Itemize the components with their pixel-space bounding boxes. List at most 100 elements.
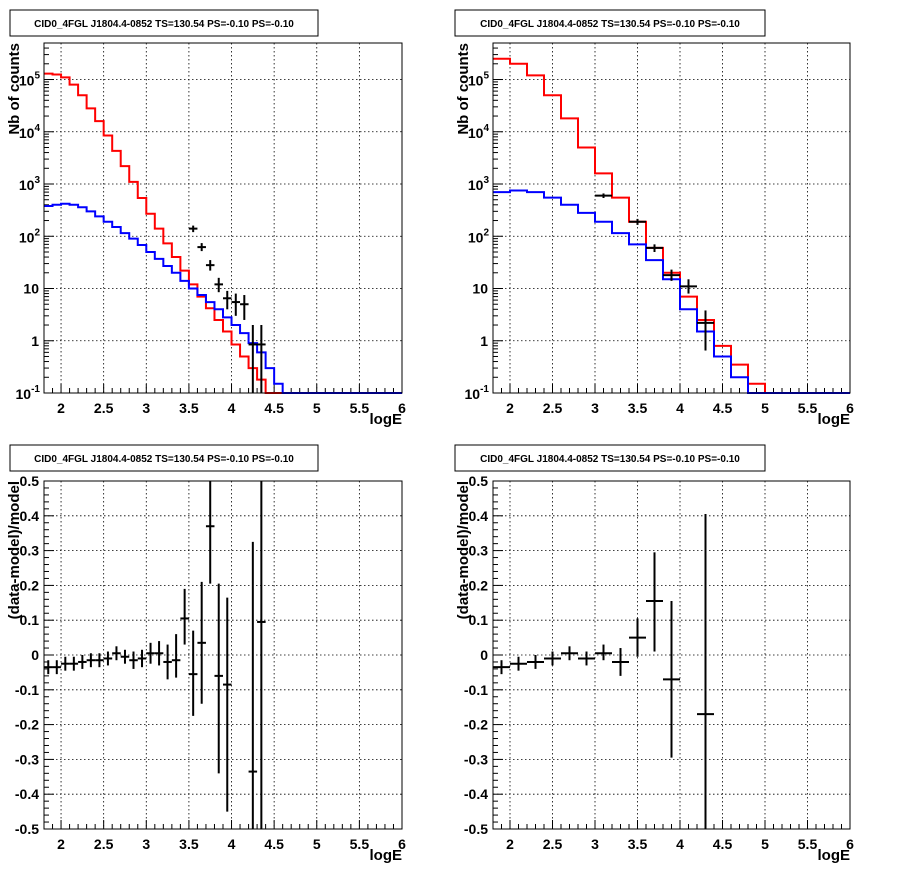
y-tick-label: 105 xyxy=(19,71,41,89)
y-tick-label: -0.5 xyxy=(464,821,488,837)
plot-frame xyxy=(492,42,851,394)
data-point xyxy=(680,279,697,294)
data-point xyxy=(231,293,241,316)
data-point xyxy=(154,641,164,666)
plot-frame xyxy=(43,42,403,394)
x-tick-label: 4 xyxy=(676,400,684,416)
x-tick-label: 2 xyxy=(506,400,514,416)
panel-title-box xyxy=(454,444,766,472)
y-tick-label: 10-1 xyxy=(16,384,41,402)
y-tick-label: 0.5 xyxy=(469,473,489,489)
x-tick-label: 5 xyxy=(761,836,769,852)
panel-title: CID0_4FGL J1804.4-0852 TS=130.54 PS=-0.1… xyxy=(34,454,294,465)
x-tick-label: 3.5 xyxy=(628,400,648,416)
data-point xyxy=(197,581,206,704)
y-tick-label: -0.3 xyxy=(15,751,39,767)
data-point xyxy=(629,618,646,657)
data-point xyxy=(120,649,130,664)
data-point xyxy=(612,648,629,676)
x-tick-label: 2.5 xyxy=(543,836,563,852)
x-tick-label: 4 xyxy=(228,400,236,416)
data-point xyxy=(527,655,544,669)
x-tick-label: 3.5 xyxy=(179,400,199,416)
data-point xyxy=(629,218,646,225)
y-tick-label: 0 xyxy=(480,647,488,663)
histogram-series-1 xyxy=(493,57,850,394)
data-point xyxy=(52,660,62,675)
x-tick-label: 2.5 xyxy=(94,836,114,852)
y-tick-label: -0.4 xyxy=(15,786,39,802)
x-tick-label: 3 xyxy=(591,836,599,852)
data-point xyxy=(223,597,232,812)
y-tick-label: 10 xyxy=(23,281,39,297)
data-point xyxy=(129,651,138,669)
x-axis-label: logE xyxy=(370,847,403,864)
data-point xyxy=(697,514,714,829)
x-tick-label: 2 xyxy=(57,400,65,416)
data-point xyxy=(86,653,96,668)
panel-title: CID0_4FGL J1804.4-0852 TS=130.54 PS=-0.1… xyxy=(34,19,294,30)
y-axis-label: (data-model)/model xyxy=(455,481,472,619)
data-point xyxy=(197,243,206,252)
x-tick-label: 2 xyxy=(506,836,514,852)
y-tick-label: 10 xyxy=(472,281,488,297)
y-tick-label: 1 xyxy=(480,333,488,349)
data-point xyxy=(248,541,258,829)
data-point xyxy=(112,646,121,661)
y-tick-label: -0.2 xyxy=(464,717,488,733)
x-axis-label: logE xyxy=(818,847,851,864)
y-tick-label: 0.5 xyxy=(20,473,40,489)
x-tick-label: 5.5 xyxy=(798,400,818,416)
x-tick-label: 2 xyxy=(57,836,65,852)
y-tick-label: 105 xyxy=(468,71,490,89)
y-tick-label: -0.1 xyxy=(15,682,39,698)
x-tick-label: 4.5 xyxy=(713,836,733,852)
panel-3: CID0_4FGL J1804.4-0852 TS=130.54 PS=-0.1… xyxy=(6,444,406,864)
x-tick-label: 6 xyxy=(398,836,406,852)
data-point xyxy=(205,481,215,584)
x-tick-label: 2.5 xyxy=(543,400,563,416)
x-tick-label: 5 xyxy=(313,836,321,852)
y-axis-label: Nb of counts xyxy=(6,43,23,135)
x-axis-label: logE xyxy=(818,411,851,428)
x-tick-label: 3 xyxy=(142,400,150,416)
x-tick-label: 5 xyxy=(313,400,321,416)
x-axis-label: logE xyxy=(370,411,403,428)
data-point xyxy=(257,325,266,393)
y-axis-label: (data-model)/model xyxy=(6,481,23,619)
data-point xyxy=(697,310,714,351)
data-point xyxy=(595,193,612,198)
x-tick-label: 5 xyxy=(761,400,769,416)
data-point xyxy=(188,630,198,716)
panel-title: CID0_4FGL J1804.4-0852 TS=130.54 PS=-0.1… xyxy=(480,454,740,465)
panel-4: CID0_4FGL J1804.4-0852 TS=130.54 PS=-0.1… xyxy=(454,444,854,864)
x-tick-label: 5.5 xyxy=(350,836,370,852)
data-point xyxy=(146,642,155,664)
y-tick-label: -0.4 xyxy=(464,786,488,802)
y-tick-label: 104 xyxy=(468,123,490,141)
y-tick-label: 0.4 xyxy=(469,508,489,524)
y-tick-label: 104 xyxy=(19,123,41,141)
data-point xyxy=(257,481,266,829)
data-point xyxy=(595,644,612,661)
panel-title-box xyxy=(9,9,319,37)
data-point xyxy=(223,290,232,310)
y-axis-label: Nb of counts xyxy=(455,43,472,135)
y-tick-label: 0.2 xyxy=(20,577,40,593)
data-point xyxy=(646,552,663,652)
data-point xyxy=(78,655,87,669)
y-tick-label: 10-1 xyxy=(465,384,490,402)
x-tick-label: 5.5 xyxy=(350,400,370,416)
y-tick-label: 0.2 xyxy=(469,577,489,593)
y-tick-label: 1 xyxy=(31,333,39,349)
y-tick-label: 0.3 xyxy=(20,543,40,559)
data-point xyxy=(663,269,680,281)
data-point xyxy=(510,656,527,671)
x-tick-label: 4 xyxy=(228,836,236,852)
y-tick-label: -0.3 xyxy=(464,751,488,767)
y-tick-label: 0.3 xyxy=(469,543,489,559)
y-tick-label: 103 xyxy=(19,175,41,193)
data-point xyxy=(663,601,680,758)
